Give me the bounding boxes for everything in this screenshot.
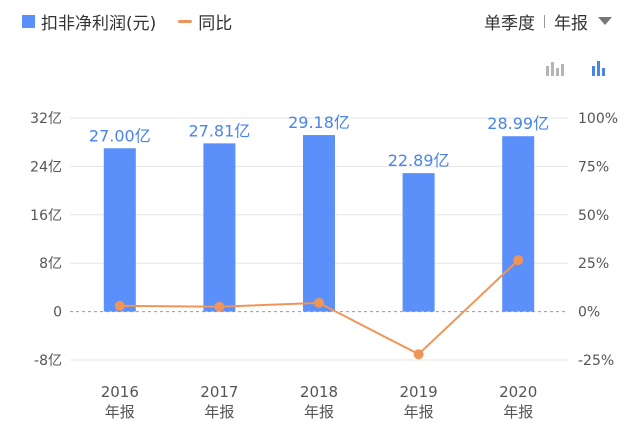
- yoy-point: [214, 301, 225, 312]
- x-tick-sublabel: 年报: [503, 403, 533, 421]
- legend: 扣非净利润(元) 同比: [22, 8, 232, 34]
- bar-value-label: 28.99亿: [487, 114, 549, 133]
- bar: [402, 173, 435, 312]
- y-left-tick-label: 16亿: [30, 208, 62, 224]
- legend-bar-label: 扣非净利润(元): [41, 13, 157, 34]
- period-option-annual[interactable]: 年报: [554, 13, 588, 34]
- y-right-tick-label: 100%: [578, 111, 618, 127]
- bar: [203, 143, 236, 312]
- x-tick-sublabel: 年报: [105, 403, 135, 421]
- yoy-point: [314, 297, 324, 308]
- bar-value-label: 29.18亿: [288, 113, 350, 132]
- y-left-tick-label: 32亿: [30, 111, 62, 127]
- period-selector[interactable]: 单季度 年报: [484, 8, 612, 34]
- x-tick-label: 2018: [300, 383, 338, 401]
- bar: [303, 135, 335, 312]
- x-tick-label: 2016: [101, 383, 139, 401]
- y-left-tick-label: 24亿: [30, 159, 62, 175]
- x-tick-label: 2017: [200, 383, 238, 401]
- y-left-tick-label: 0: [53, 305, 62, 321]
- y-right-tick-label: 0%: [578, 305, 600, 321]
- yoy-point: [513, 255, 524, 266]
- y-left-tick-label: 8亿: [39, 256, 62, 272]
- legend-bar-swatch: [22, 14, 35, 28]
- period-option-quarter[interactable]: 单季度: [484, 13, 535, 34]
- period-separator: [544, 14, 545, 28]
- y-left-tick-label: -8亿: [34, 353, 62, 369]
- y-right-tick-label: 50%: [578, 208, 609, 224]
- bar-value-label: 22.89亿: [388, 151, 450, 170]
- bar-chart-outline-icon[interactable]: [546, 60, 564, 76]
- y-right-tick-label: 25%: [578, 256, 609, 272]
- bar: [502, 136, 535, 312]
- yoy-point: [413, 349, 424, 360]
- yoy-point: [114, 300, 125, 311]
- x-tick-label: 2019: [400, 383, 438, 401]
- caret-down-icon[interactable]: [598, 17, 612, 25]
- y-right-tick-label: -25%: [578, 353, 614, 369]
- legend-line-label: 同比: [198, 13, 233, 34]
- bar-value-label: 27.00亿: [89, 126, 151, 145]
- legend-line-swatch: [178, 19, 193, 23]
- y-right-tick-label: 75%: [578, 159, 609, 175]
- bar-chart-icon[interactable]: [592, 60, 605, 76]
- x-tick-label: 2020: [499, 383, 537, 401]
- x-tick-sublabel: 年报: [204, 403, 234, 421]
- bar: [103, 148, 136, 312]
- bar-value-label: 27.81亿: [188, 121, 250, 140]
- x-tick-sublabel: 年报: [304, 403, 334, 421]
- x-tick-sublabel: 年报: [404, 403, 434, 421]
